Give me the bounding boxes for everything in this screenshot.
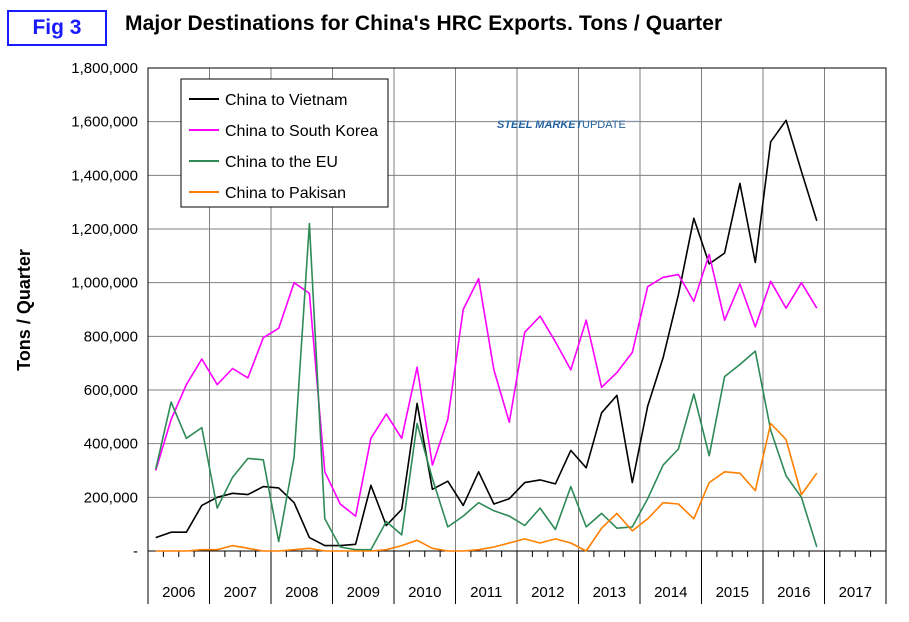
x-year-label: 2010 bbox=[408, 584, 441, 601]
y-tick-label: 1,200,000 bbox=[71, 221, 138, 238]
y-tick-label: 800,000 bbox=[84, 328, 138, 345]
y-tick-label: 1,000,000 bbox=[71, 275, 138, 292]
y-tick-label: 1,600,000 bbox=[71, 114, 138, 131]
y-tick-label: 400,000 bbox=[84, 436, 138, 453]
x-year-label: 2006 bbox=[162, 584, 195, 601]
watermark-brand: STEEL MARKET bbox=[497, 119, 584, 131]
legend-entry: China to Vietnam bbox=[225, 92, 347, 109]
x-year-label: 2016 bbox=[777, 584, 810, 601]
y-tick-label: 200,000 bbox=[84, 489, 138, 506]
series-line-china-to-the-eu bbox=[154, 222, 818, 551]
legend-entry: China to South Korea bbox=[225, 123, 378, 140]
legend-box bbox=[180, 78, 389, 208]
x-year-label: 2009 bbox=[347, 584, 380, 601]
legend-entry: China to the EU bbox=[225, 154, 338, 171]
legend-entry: China to Pakisan bbox=[225, 185, 346, 202]
x-year-label: 2013 bbox=[593, 584, 626, 601]
y-tick-label: - bbox=[133, 543, 138, 560]
series-line-china-to-pakisan bbox=[155, 422, 818, 552]
figure-label: Fig 3 bbox=[7, 10, 107, 46]
x-year-label: 2007 bbox=[224, 584, 257, 601]
x-year-label: 2012 bbox=[531, 584, 564, 601]
watermark-suffix: UPDATE bbox=[582, 119, 626, 131]
series-line-china-to-vietnam bbox=[155, 119, 818, 547]
x-year-label: 2008 bbox=[285, 584, 318, 601]
x-year-label: 2014 bbox=[654, 584, 687, 601]
series-line-china-to-south-korea bbox=[154, 253, 818, 517]
y-tick-label: 1,800,000 bbox=[71, 60, 138, 77]
y-tick-label: 600,000 bbox=[84, 382, 138, 399]
x-year-label: 2017 bbox=[839, 584, 872, 601]
chart-title: Major Destinations for China's HRC Expor… bbox=[125, 12, 723, 35]
y-axis-label: Tons / Quarter bbox=[14, 249, 34, 371]
x-year-label: 2015 bbox=[716, 584, 749, 601]
y-tick-label: 1,400,000 bbox=[71, 167, 138, 184]
x-year-label: 2011 bbox=[470, 584, 502, 601]
